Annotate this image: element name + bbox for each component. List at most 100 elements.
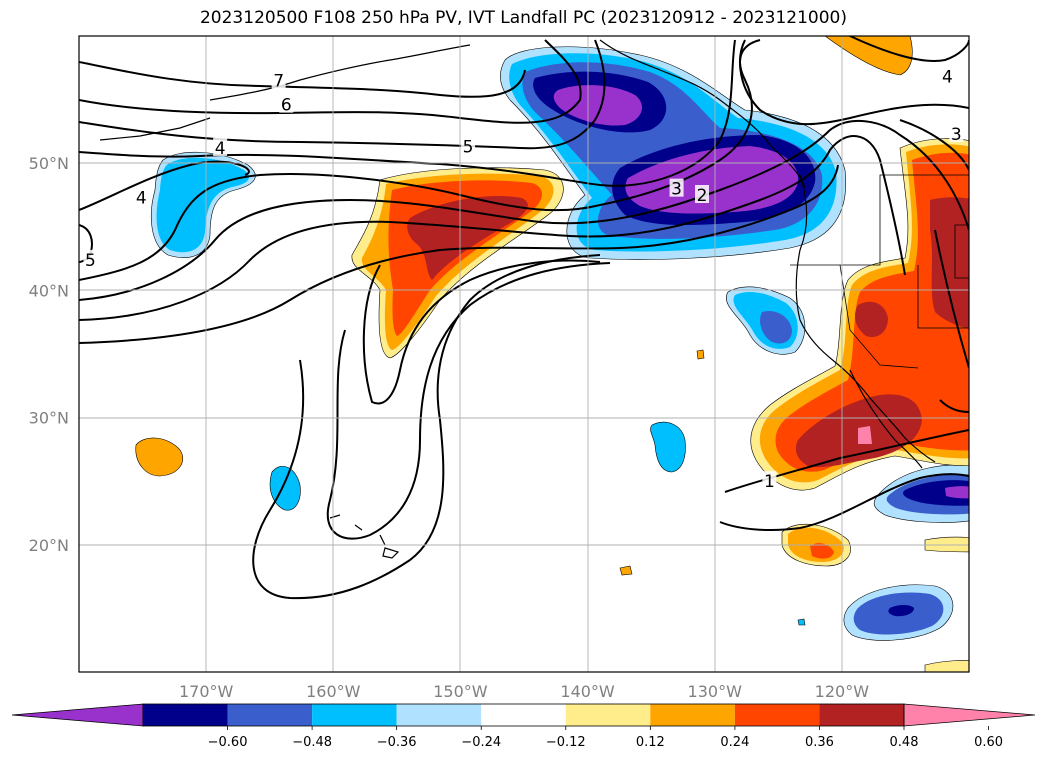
pv-contour-6 [79, 39, 582, 124]
latitude-labels: 20°N 30°N 40°N 50°N [29, 154, 69, 555]
colorbar-tick-label: 0.48 [890, 735, 919, 750]
pv-contour-1d [934, 229, 969, 369]
lon-tick-label: 150°W [433, 682, 488, 701]
colorbar-extend-low [11, 703, 144, 727]
neg-region-midpacific-2 [269, 466, 301, 511]
pv-contour-4d [739, 39, 969, 126]
pv-contour-3c [899, 119, 969, 171]
neg-region-midpacific [650, 421, 686, 473]
pv-contour-label: 1 [764, 472, 775, 492]
pv-contour-2 [79, 135, 906, 321]
map-background [79, 36, 969, 672]
colorbar-tick-label: 0.24 [720, 735, 749, 750]
pv-contour-U1 [252, 254, 601, 600]
figure-title: 2023120500 F108 250 hPa PV, IVT Landfall… [199, 8, 847, 28]
pv-contour-label: 5 [85, 251, 96, 271]
colorbar-tick-label: −0.48 [292, 735, 332, 750]
pv-contour-7 [79, 61, 526, 98]
pos-speck [619, 349, 705, 576]
pos-core-west-us [795, 197, 969, 468]
colorbar-outline [142, 703, 905, 727]
pv-contour-label: 4 [136, 189, 147, 209]
lat-tick-label: 20°N [29, 536, 69, 555]
pv-contour-1a [79, 164, 839, 344]
pos-region-north [824, 36, 913, 76]
pv-contour-label: 4 [942, 68, 953, 88]
neg-core-south [888, 605, 914, 617]
political-boundaries [790, 174, 969, 369]
pv-contour-3b [849, 36, 969, 62]
pv-contour-U2 [326, 262, 611, 540]
lat-tick-label: 40°N [29, 281, 69, 300]
colorbar-tick-label: 0.60 [974, 735, 1003, 750]
colorbar-segment [227, 704, 313, 726]
colorbar-tick-label: −0.36 [377, 735, 417, 750]
colorbar-segment [481, 704, 566, 726]
pv-contour-label-bg [134, 187, 149, 206]
islands-hawaii [329, 514, 400, 559]
gridlines [79, 36, 969, 672]
pv-contour-label-bg [669, 178, 684, 197]
colorbar-tick-label: −0.12 [546, 735, 586, 750]
pv-contour-label: 5 [463, 138, 474, 158]
pv-contour-4b [79, 160, 250, 211]
pv-contour-1e [939, 399, 969, 413]
lon-tick-label: 160°W [306, 682, 361, 701]
colorbar-tick-label: −0.60 [208, 735, 248, 750]
coast-north-america [795, 174, 936, 463]
lon-tick-label: 170°W [179, 682, 234, 701]
coast-alaska [99, 39, 806, 189]
pv-contour-label: 4 [215, 139, 226, 159]
pv-contour-U3 [362, 259, 601, 405]
colorbar-segment [565, 704, 651, 726]
neg-core-gulf-alaska [553, 85, 799, 214]
colorbar-segment [396, 704, 482, 726]
pos-core-south [810, 543, 834, 559]
colorbar-tick-label: 0.12 [636, 735, 665, 750]
colorbar: −0.60 −0.48 −0.36 −0.24 −0.12 0.12 0.24 0.36 0.4… [11, 703, 1036, 750]
colorbar-extend-high [903, 703, 1036, 727]
colorbar-segment [650, 704, 735, 726]
neg-core-california [760, 310, 792, 344]
colorbar-tick-label: −0.24 [461, 735, 501, 750]
pv-contour-4a [79, 39, 736, 187]
lat-tick-label: 50°N [29, 154, 69, 173]
pv-contour-label-bg [949, 123, 964, 142]
colorbar-segment [143, 704, 228, 726]
neg-core-baja-2 [945, 486, 969, 499]
pv-contour-4c [79, 39, 761, 281]
pv-contour-label-bg [940, 66, 955, 85]
pv-contour-label-bg [279, 94, 294, 113]
pv-contour-1b [724, 429, 969, 493]
pv-contour-label-bg [695, 185, 709, 203]
pv-contour-label-bg [461, 136, 476, 155]
lat-tick-label: 30°N [29, 409, 69, 428]
pv-contour-1c [719, 473, 969, 531]
colorbar-segment [819, 704, 904, 726]
pv-contour-label: 3 [951, 125, 962, 145]
neg-core-baja [903, 480, 969, 506]
pv-contour-label-bg [83, 249, 98, 268]
lon-tick-label: 130°W [688, 682, 743, 701]
pos-peak-west-us [858, 426, 872, 444]
coastlines [99, 39, 969, 559]
pv-contour-label-bg [213, 137, 228, 156]
pos-region-hawaii-west [135, 437, 184, 477]
map-frame [78, 35, 970, 673]
colorbar-segment [734, 704, 820, 726]
pv-contour-label: 6 [281, 96, 292, 116]
neg-speck [797, 618, 806, 626]
pos-region-south-edge [924, 536, 969, 672]
longitude-labels: 170°W 160°W 150°W 140°W 130°W 120°W [179, 682, 869, 701]
pv-contour-label-bg [762, 471, 777, 490]
lon-tick-label: 140°W [560, 682, 615, 701]
colorbar-tick-label: 0.36 [805, 735, 834, 750]
pv-contour-label: 2 [697, 186, 708, 206]
lon-tick-label: 120°W [815, 682, 870, 701]
pv-contour-label-bg [271, 70, 286, 89]
colorbar-segment [312, 704, 397, 726]
pv-contour-label: 3 [671, 180, 682, 200]
coast-baja [849, 369, 923, 469]
